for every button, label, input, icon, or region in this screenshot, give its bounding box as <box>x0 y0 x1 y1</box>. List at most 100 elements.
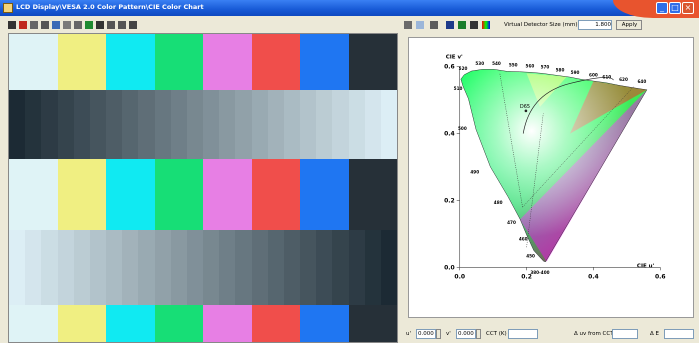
line-icon[interactable] <box>41 21 49 29</box>
v-label: v' <box>446 331 451 337</box>
hue-icon[interactable] <box>52 21 60 29</box>
cct-input[interactable] <box>508 329 538 339</box>
gray-step <box>203 230 220 305</box>
gray-step <box>380 90 397 159</box>
gray-step <box>41 230 59 305</box>
u-input[interactable]: 0.000 <box>416 329 436 339</box>
detector-size-input[interactable]: 1.800 <box>578 20 612 30</box>
color-icon[interactable] <box>482 21 490 29</box>
app-icon <box>3 3 13 13</box>
y-tick-label: 0.2 <box>444 197 455 204</box>
tools-icon[interactable] <box>63 21 71 29</box>
close-button[interactable]: × <box>682 2 694 14</box>
dropdown-icon[interactable] <box>74 21 82 29</box>
gray-step <box>106 90 123 159</box>
gray-step <box>251 230 269 305</box>
wavelength-label: 560 <box>526 63 535 68</box>
pointer-icon[interactable] <box>404 21 412 29</box>
line-icon[interactable] <box>446 21 454 29</box>
wavelength-label: 640 <box>638 79 647 84</box>
gray-step <box>73 90 91 159</box>
gray-step <box>170 230 188 305</box>
gray-step <box>364 230 382 305</box>
wavelength-label: 590 <box>571 70 580 75</box>
gray-step <box>9 230 26 305</box>
color-bar <box>9 34 58 90</box>
gray-step <box>203 90 220 159</box>
gray-step <box>219 90 237 159</box>
crosshair-icon[interactable] <box>8 21 16 29</box>
wavelength-label: 510 <box>454 86 463 91</box>
grid2-icon[interactable] <box>118 21 126 29</box>
list-icon[interactable] <box>129 21 137 29</box>
gamut-icon[interactable] <box>96 21 104 29</box>
wavelength-label: 450 <box>526 253 535 258</box>
v-input[interactable]: 0.000 <box>456 329 476 339</box>
fill-icon[interactable] <box>458 21 466 29</box>
maximize-button[interactable]: □ <box>669 2 681 14</box>
color-bar <box>154 305 204 342</box>
gray-step <box>89 90 107 159</box>
green-square-icon[interactable] <box>85 21 93 29</box>
delta-e-label: Δ E <box>650 331 659 337</box>
delta-e-input[interactable] <box>664 329 694 339</box>
divider-line <box>522 86 634 208</box>
print-icon[interactable] <box>430 21 438 29</box>
u-spinner[interactable] <box>436 329 441 339</box>
gray-step <box>25 230 43 305</box>
white-point-marker <box>524 109 528 113</box>
gray-step <box>138 230 156 305</box>
gray-step <box>25 90 43 159</box>
gray-step <box>219 230 237 305</box>
title-bar[interactable]: LCD Display\VESA 2.0 Color Pattern\CIE C… <box>0 0 699 18</box>
minimize-button[interactable]: _ <box>656 2 668 14</box>
x-tick-label: 0.0 <box>454 273 465 280</box>
spectral-locus <box>460 69 648 263</box>
divider-line <box>526 113 544 248</box>
color-bar <box>9 305 58 342</box>
stop-icon[interactable] <box>19 21 27 29</box>
gray-step <box>9 90 26 159</box>
color-pattern <box>8 33 398 343</box>
gray-step <box>251 90 269 159</box>
apply-button[interactable]: Apply <box>616 20 642 30</box>
minimize-icon: _ <box>660 3 664 12</box>
gray-step <box>380 230 397 305</box>
grid-icon[interactable] <box>107 21 115 29</box>
dropdown-icon[interactable] <box>30 21 38 29</box>
wavelength-label: 580 <box>556 68 565 73</box>
color-bar <box>348 159 397 230</box>
close-icon: × <box>684 3 692 12</box>
gray-step <box>235 230 253 305</box>
divider-line <box>499 73 523 208</box>
gray-step <box>73 230 91 305</box>
gray-step <box>154 230 172 305</box>
gray-step <box>106 230 123 305</box>
color-bar <box>106 34 155 90</box>
gray-step <box>300 230 317 305</box>
gray-step <box>267 230 285 305</box>
y-tick-label: 0.0 <box>444 264 455 271</box>
wavelength-label: 550 <box>509 63 518 68</box>
wavelength-label: 610 <box>602 74 611 79</box>
crosshair-icon[interactable] <box>470 21 478 29</box>
y-tick-label: 0.4 <box>444 131 455 138</box>
color-bar <box>203 159 252 230</box>
maximize-icon: □ <box>671 3 679 12</box>
gray-step <box>154 90 172 159</box>
v-spinner[interactable] <box>476 329 481 339</box>
gray-step <box>89 230 107 305</box>
color-bar <box>9 159 58 230</box>
wavelength-label: 460 <box>519 237 528 242</box>
delta-uv-input[interactable] <box>612 329 638 339</box>
color-bar <box>106 159 155 230</box>
pattern-toolbar <box>4 18 396 32</box>
white-point-label: D65 <box>520 104 530 110</box>
x-tick-label: 0.4 <box>588 273 599 280</box>
select-icon[interactable] <box>416 21 424 29</box>
window-title: LCD Display\VESA 2.0 Color Pattern\CIE C… <box>16 3 204 11</box>
detector-size-label: Virtual Detector Size (mm) <box>504 22 578 28</box>
cie-chart: 0.0 0.0 0.2 0.2 0.4 0.4 0.6 0.6 CIE u' CIE v' D65… <box>408 37 694 318</box>
